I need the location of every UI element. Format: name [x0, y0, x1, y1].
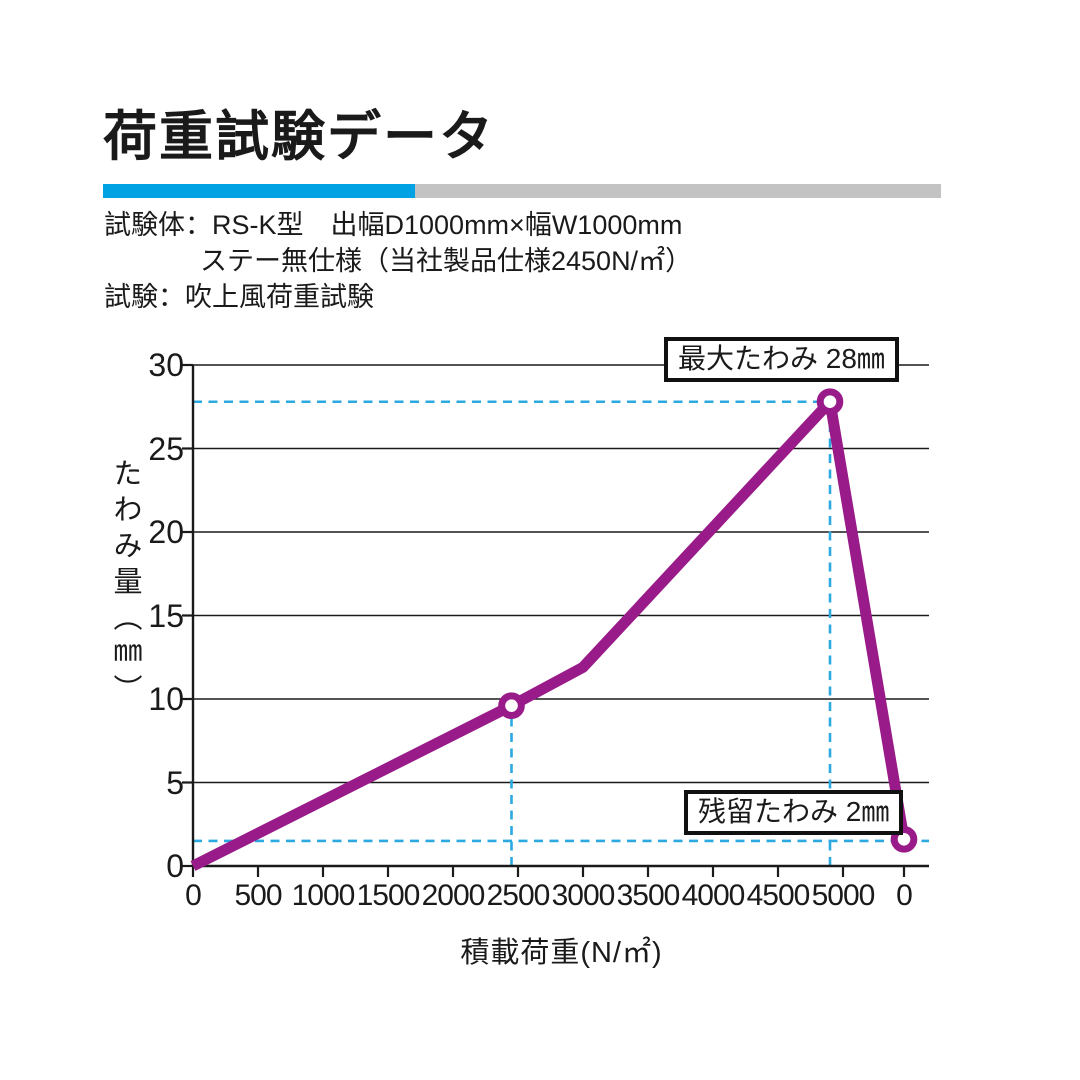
- x-tick-label: 3000: [551, 879, 616, 912]
- x-tick-label: 5000: [811, 879, 876, 912]
- x-tick-label: 0: [896, 879, 913, 912]
- accent-bar: [103, 184, 941, 198]
- spec-test-body: 試験体：RS-K型 出幅D1000mm×幅W1000mm: [104, 210, 683, 240]
- y-tick-label: 30: [148, 347, 184, 383]
- data-point-marker: [498, 692, 525, 720]
- data-point-marker: [816, 388, 844, 416]
- y-axis-title: たわみ量（㎜）: [109, 458, 141, 710]
- residual-deflection-callout: 残留たわみ 2㎜: [684, 790, 904, 835]
- y-tick-label: 25: [148, 430, 184, 467]
- y-tick-label: 0: [166, 848, 184, 884]
- data-line: [190, 396, 910, 871]
- page-title: 荷重試験データ: [103, 107, 495, 167]
- spec-stay: ステー無仕様（当社製品仕様2450N/㎡）: [200, 246, 693, 276]
- x-tick-label: 1500: [356, 879, 421, 912]
- x-tick-label: 2500: [486, 879, 551, 912]
- x-axis-title: 積載荷重(N/㎡): [460, 937, 663, 969]
- spec-test-type: 試験：吹上風荷重試験: [104, 282, 374, 312]
- y-tick-label: 10: [148, 681, 184, 717]
- x-tick-label: 0: [185, 879, 202, 912]
- y-tick-label: 5: [166, 764, 184, 801]
- y-tick-label: 20: [148, 514, 184, 550]
- max-deflection-callout: 最大たわみ 28㎜: [664, 337, 899, 382]
- x-tick-label: 4500: [746, 879, 811, 912]
- accent-bar-blue-segment: [103, 184, 415, 198]
- x-tick-label: 2000: [421, 879, 486, 912]
- x-tick-label: 500: [234, 879, 282, 912]
- x-tick-label: 4000: [681, 879, 746, 912]
- x-tick-label: 3500: [616, 879, 681, 912]
- x-tick-label: 1000: [291, 879, 356, 912]
- y-tick-label: 15: [148, 597, 184, 634]
